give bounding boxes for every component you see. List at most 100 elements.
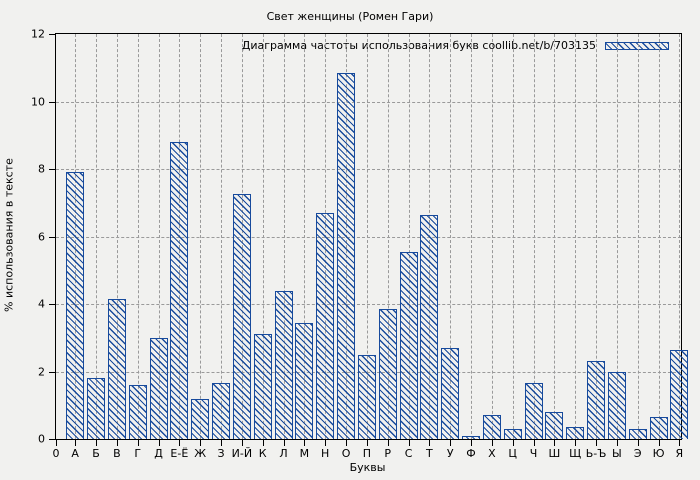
h-gridline	[56, 169, 681, 170]
x-tick-mark	[241, 440, 243, 446]
x-tick-label: Я	[675, 447, 684, 460]
v-gridline	[221, 34, 223, 439]
bar-С	[399, 251, 418, 439]
x-tick-mark	[346, 440, 348, 446]
y-axis-title: % использования в тексте	[2, 158, 16, 313]
x-tick-mark	[596, 440, 598, 446]
x-tick-mark	[679, 440, 681, 446]
x-tick-label: И-Й	[231, 447, 253, 460]
v-gridline	[658, 34, 660, 439]
x-tick-label: Г	[134, 447, 142, 460]
v-gridline	[533, 34, 535, 439]
x-tick-label: П	[362, 447, 371, 460]
legend-label: Диаграмма частоты использования букв coo…	[241, 39, 596, 52]
bar-Э	[628, 428, 647, 439]
bar-Ш	[545, 412, 564, 439]
v-gridline	[158, 34, 160, 439]
v-gridline	[512, 34, 514, 439]
bar-Л	[274, 290, 293, 439]
v-gridline	[137, 34, 139, 439]
y-tick-mark	[49, 34, 55, 35]
y-tick-mark	[49, 236, 55, 238]
y-tick-mark	[49, 169, 55, 170]
y-tick-label: 12	[31, 27, 45, 41]
bar-Ц	[503, 428, 522, 439]
x-tick-mark	[491, 440, 493, 446]
x-tick-mark	[158, 440, 160, 446]
y-tick-label: 4	[38, 297, 45, 311]
v-gridline	[679, 34, 681, 439]
x-tick-mark	[366, 440, 368, 446]
bar-Г	[128, 385, 147, 439]
x-tick-label: Х	[488, 447, 496, 460]
x-tick-label: С	[404, 447, 413, 460]
bar-Х	[482, 415, 501, 439]
x-tick-mark	[96, 440, 98, 446]
bar-Ы	[607, 371, 626, 439]
h-gridline	[56, 236, 681, 238]
x-tick-mark	[137, 440, 139, 446]
bar-Д	[149, 337, 168, 439]
v-gridline	[366, 34, 368, 439]
v-gridline	[283, 34, 285, 439]
x-tick-mark	[304, 440, 306, 446]
v-gridline	[596, 34, 598, 439]
x-tick-mark	[575, 440, 577, 446]
x-tick-label: Ц	[508, 447, 517, 460]
v-gridline	[471, 34, 473, 439]
x-tick-label: Ф	[466, 447, 476, 460]
y-tick-mark	[49, 304, 55, 305]
v-gridline	[387, 34, 389, 439]
legend-hatch-swatch-icon	[605, 41, 669, 50]
x-tick-mark	[616, 440, 618, 446]
y-tick-label: 10	[31, 95, 45, 108]
y-tick-mark	[49, 101, 55, 103]
bar-Щ	[566, 427, 585, 439]
x-tick-label: Н	[321, 447, 330, 460]
x-tick-mark	[554, 440, 556, 446]
x-tick-mark	[116, 440, 118, 446]
v-gridline	[575, 34, 577, 439]
legend: Диаграмма частоты использования букв coo…	[242, 39, 669, 52]
x-tick-label: Б	[92, 447, 100, 460]
x-tick-mark	[387, 440, 389, 446]
v-gridline	[616, 34, 618, 439]
h-gridline	[56, 101, 681, 103]
v-gridline	[262, 34, 264, 439]
x-tick-mark	[658, 440, 660, 446]
x-tick-mark	[56, 440, 57, 446]
x-tick-label: Э	[633, 447, 642, 460]
x-origin-label: 0	[52, 447, 60, 460]
plot-area: Диаграмма частоты использования букв coo…	[31, 28, 689, 460]
x-tick-label: Ю	[652, 447, 665, 460]
v-gridline	[637, 34, 639, 439]
bar-Ю	[649, 417, 668, 439]
x-tick-label: В	[113, 447, 121, 460]
x-tick-mark	[533, 440, 535, 446]
x-tick-label: Ш	[548, 447, 561, 460]
x-tick-mark	[200, 440, 202, 446]
x-tick-label: Ы	[612, 447, 622, 460]
bar-З	[212, 383, 231, 439]
bar-Б	[87, 378, 106, 439]
bar-Ф	[462, 435, 481, 439]
v-gridline	[554, 34, 556, 439]
x-tick-mark	[637, 440, 639, 446]
y-tick-mark	[49, 439, 55, 440]
y-tick-label: 6	[38, 230, 45, 243]
v-gridline	[408, 34, 410, 439]
bar-У	[441, 347, 460, 439]
y-tick-label: 2	[38, 365, 45, 378]
v-gridline	[96, 34, 98, 439]
bar-О	[337, 72, 356, 439]
v-gridline	[304, 34, 306, 439]
x-tick-label: М	[299, 447, 310, 460]
x-tick-label: К	[258, 447, 267, 460]
x-tick-label: Л	[279, 447, 288, 460]
bar-М	[295, 322, 314, 439]
x-tick-label: З	[217, 447, 225, 460]
x-tick-label: Ж	[194, 447, 207, 460]
x-tick-label: Д	[154, 447, 163, 460]
x-tick-label: А	[71, 447, 79, 460]
